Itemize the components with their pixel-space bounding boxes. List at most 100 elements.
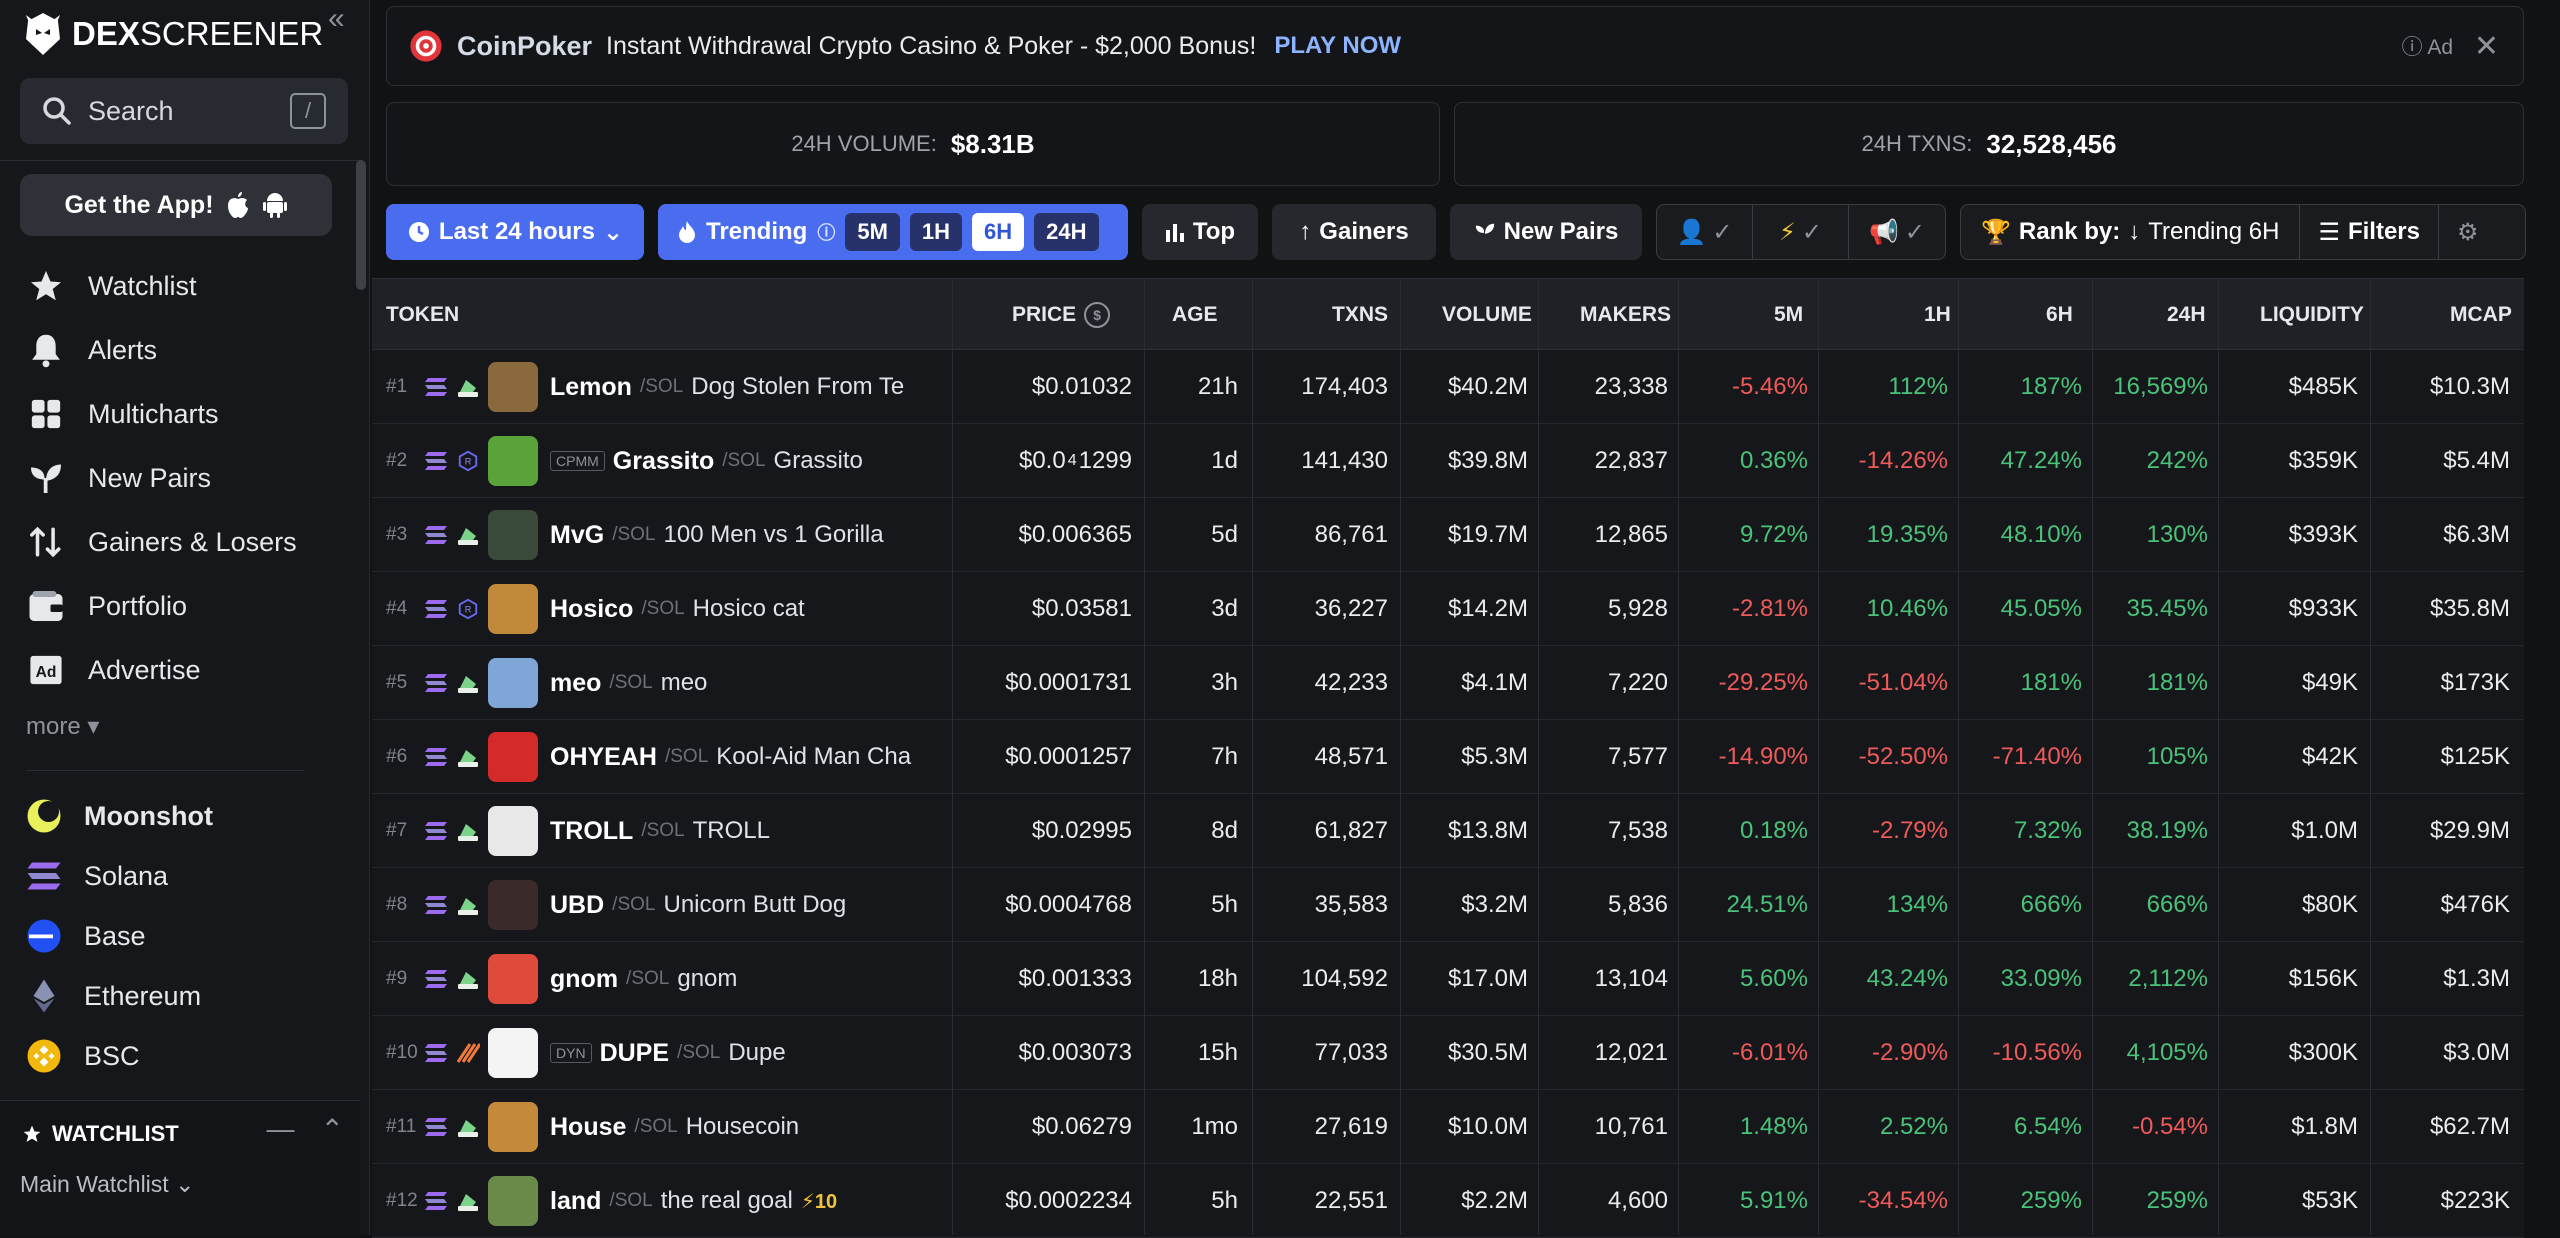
age-cell: 18h [1197, 965, 1238, 992]
expand-icon[interactable]: ⌃ [320, 1114, 344, 1145]
m5-cell: 9.72% [1739, 521, 1808, 548]
table-row[interactable]: #4 R Hosico/SOL Hosico cat $0.03581 3d 36,227 $… [372, 572, 2524, 646]
token-cell[interactable]: #10 DYN DUPE/SOL Dupe [386, 1016, 950, 1090]
watchlist-selector[interactable]: Main Watchlist ⌄ [20, 1171, 195, 1197]
mcap-cell: $476K [2440, 891, 2510, 918]
column-header-age[interactable]: AGE [1172, 303, 1218, 326]
column-header-price[interactable]: PRICE $ [1012, 279, 1111, 351]
token-symbol: TROLL [550, 816, 634, 845]
gear-icon[interactable]: ⚙ [2456, 218, 2479, 246]
token-cell[interactable]: #9 gnom/SOL gnom [386, 942, 950, 1016]
table-row[interactable]: #11 House/SOL Housecoin $0.06279 1mo 27,619 $1… [372, 1090, 2524, 1164]
token-cell[interactable]: #1 Lemon/SOL Dog Stolen From Te [386, 350, 950, 424]
chain-item-base[interactable]: Base [26, 906, 213, 966]
token-cell[interactable]: #2 R CPMM Grassito/SOL Grassito [386, 424, 950, 498]
ads-filter-toggle[interactable]: 📢 ✓ [1849, 205, 1945, 259]
age-cell: 1d [1211, 447, 1238, 474]
column-header-token[interactable]: TOKEN [386, 303, 460, 326]
table-row[interactable]: #10 DYN DUPE/SOL Dupe $0.003073 15h 77,033 $30.… [372, 1016, 2524, 1090]
token-cell[interactable]: #11 House/SOL Housecoin [386, 1090, 950, 1164]
collapse-sidebar-icon[interactable]: « [328, 2, 345, 35]
banner-text: Instant Withdrawal Crypto Casino & Poker… [606, 31, 1257, 60]
price-cell: $0.0001731 [1005, 669, 1132, 696]
quote-token: /SOL [612, 894, 656, 915]
volume-label: 24H VOLUME: [791, 131, 937, 156]
column-header-makers[interactable]: MAKERS [1580, 303, 1672, 326]
profile-filter-toggle[interactable]: 👤 ✓ [1657, 205, 1753, 259]
close-icon[interactable]: ✕ [2473, 29, 2499, 63]
gainers-button[interactable]: ↑ Gainers [1272, 204, 1436, 260]
ad-info-label[interactable]: ⓘ Ad [2401, 36, 2453, 59]
table-row[interactable]: #8 UBD/SOL Unicorn Butt Dog $0.0004768 5h 35,… [372, 868, 2524, 942]
sidebar-item-gainers-losers[interactable]: Gainers & Losers [26, 510, 297, 574]
token-name: 100 Men vs 1 Gorilla [663, 521, 884, 548]
chain-item-ethereum[interactable]: Ethereum [26, 966, 213, 1026]
boost-filter-toggle[interactable]: ⚡ ✓ [1753, 205, 1849, 259]
sidebar-item-watchlist[interactable]: Watchlist [26, 254, 297, 318]
banner-cta-link[interactable]: PLAY NOW [1274, 32, 1402, 59]
h1-cell: -34.54% [1858, 1187, 1948, 1214]
token-cell[interactable]: #4 R Hosico/SOL Hosico cat [386, 572, 950, 646]
search-button[interactable]: Search / [20, 78, 348, 144]
rank-by-dropdown[interactable]: 🏆 Rank by: ↓ Trending 6H [1961, 205, 2301, 259]
token-cell[interactable]: #6 OHYEAH/SOL Kool-Aid Man Cha [386, 720, 950, 794]
h6-cell: 7.32% [2013, 817, 2082, 844]
minimize-icon[interactable]: — [266, 1113, 295, 1144]
liquidity-cell: $359K [2288, 447, 2358, 474]
chain-item-solana[interactable]: Solana [26, 846, 213, 906]
timeframe-dropdown[interactable]: Last 24 hours ⌄ [386, 204, 644, 260]
sidebar-item-advertise[interactable]: Ad Advertise [26, 638, 297, 702]
logo[interactable]: DEXSCREENER [22, 12, 323, 56]
m5-cell: 1.48% [1739, 1113, 1808, 1140]
trending-6h-button[interactable]: 6H [972, 213, 1025, 251]
ad-banner[interactable]: CoinPoker Instant Withdrawal Crypto Casi… [386, 6, 2524, 86]
chain-item-moonshot[interactable]: Moonshot [26, 786, 213, 846]
sidebar-item-alerts[interactable]: Alerts [26, 318, 297, 382]
token-cell[interactable]: #8 UBD/SOL Unicorn Butt Dog [386, 868, 950, 942]
table-row[interactable]: #3 MvG/SOL 100 Men vs 1 Gorilla $0.006365 5d… [372, 498, 2524, 572]
info-icon[interactable]: ⓘ [817, 223, 836, 243]
table-row[interactable]: #1 Lemon/SOL Dog Stolen From Te $0.01032 21h… [372, 350, 2524, 424]
column-header-5m[interactable]: 5M [1774, 303, 1804, 326]
token-name: Hosico cat [692, 595, 805, 622]
token-cell[interactable]: #12 land/SOL the real goal ⚡10 [386, 1164, 950, 1238]
table-row[interactable]: #9 gnom/SOL gnom $0.001333 18h 104,592 $17.0M 1… [372, 942, 2524, 1016]
trending-5m-button[interactable]: 5M [845, 213, 900, 251]
trending-label[interactable]: Trending [706, 218, 808, 245]
m5-cell: -2.81% [1731, 595, 1808, 622]
table-row[interactable]: #6 OHYEAH/SOL Kool-Aid Man Cha $0.0001257 7h… [372, 720, 2524, 794]
more-button[interactable]: more ▾ [26, 713, 100, 740]
column-header-volume[interactable]: VOLUME [1442, 303, 1532, 326]
column-header-1h[interactable]: 1H [1924, 303, 1951, 326]
column-header-liquidity[interactable]: LIQUIDITY [2260, 303, 2364, 326]
trending-24h-button[interactable]: 24H [1034, 213, 1099, 251]
table-row[interactable]: #2 R CPMM Grassito/SOL Grassito $0.0 4 1299 1d 14… [372, 424, 2524, 498]
liquidity-cell: $933K [2288, 595, 2358, 622]
new-pairs-button[interactable]: New Pairs [1450, 204, 1642, 260]
token-cell[interactable]: #3 MvG/SOL 100 Men vs 1 Gorilla [386, 498, 950, 572]
mcap-cell: $35.8M [2429, 595, 2510, 622]
table-row[interactable]: #12 land/SOL the real goal ⚡10 $0.0002234 5h 2… [372, 1164, 2524, 1238]
search-shortcut: / [290, 93, 326, 129]
column-header-mcap[interactable]: MCAP [2450, 303, 2512, 326]
sidebar-item-portfolio[interactable]: Portfolio [26, 574, 297, 638]
sidebar-scrollbar[interactable] [356, 160, 366, 290]
token-cell[interactable]: #5 meo/SOL meo [386, 646, 950, 720]
table-row[interactable]: #5 meo/SOL meo $0.0001731 3h 42,233 $4.1M 7,220… [372, 646, 2524, 720]
column-header-6h[interactable]: 6H [2046, 303, 2073, 326]
table-row[interactable]: #7 TROLL/SOL TROLL $0.02995 8d 61,827 $13.8M 7,… [372, 794, 2524, 868]
top-button[interactable]: Top [1142, 204, 1258, 260]
filters-button[interactable]: ☰ Filters [2300, 205, 2439, 259]
column-divider [1958, 278, 1959, 1235]
trending-1h-button[interactable]: 1H [909, 213, 963, 251]
get-app-button[interactable]: Get the App! [20, 174, 332, 236]
sidebar-item-label: Multicharts [88, 398, 219, 429]
currency-toggle-icon[interactable]: $ [1084, 302, 1111, 328]
token-cell[interactable]: #7 TROLL/SOL TROLL [386, 794, 950, 868]
h6-cell: -10.56% [1992, 1039, 2082, 1066]
column-header-24h[interactable]: 24H [2167, 303, 2206, 326]
sidebar-item-multicharts[interactable]: Multicharts [26, 382, 297, 446]
column-header-txns[interactable]: TXNS [1332, 303, 1389, 326]
chain-item-bsc[interactable]: BSC [26, 1026, 213, 1086]
sidebar-item-new-pairs[interactable]: New Pairs [26, 446, 297, 510]
